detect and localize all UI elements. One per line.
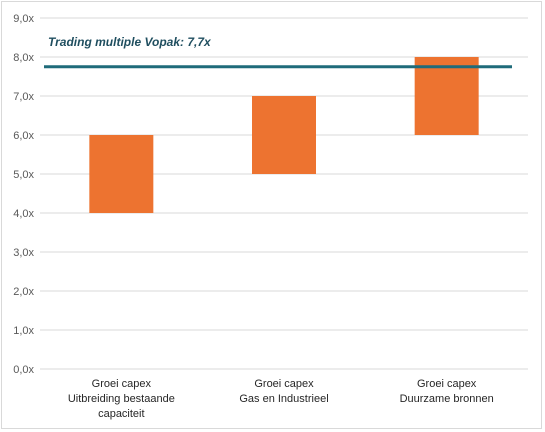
y-tick-label: 8,0x bbox=[13, 52, 34, 64]
y-tick-label: 7,0x bbox=[13, 91, 34, 103]
x-category-label: Groei capex bbox=[254, 378, 314, 390]
y-tick-label: 6,0x bbox=[13, 130, 34, 142]
range-bar bbox=[252, 96, 316, 174]
reference-line-group: Trading multiple Vopak: 7,7x bbox=[44, 35, 512, 69]
y-tick-label: 3,0x bbox=[13, 247, 34, 259]
y-tick-label: 9,0x bbox=[13, 13, 34, 25]
y-axis-ticks: 0,0x 1,0x 2,0x 3,0x 4,0x 5,0x 6,0x 7,0x 8,0x 9,0x bbox=[13, 13, 34, 376]
range-bar bbox=[89, 135, 154, 213]
bars bbox=[89, 57, 479, 213]
y-tick-label: 1,0x bbox=[13, 325, 34, 337]
y-tick-label: 0,0x bbox=[13, 364, 34, 376]
y-tick-label: 2,0x bbox=[13, 286, 34, 298]
range-bar bbox=[414, 57, 479, 135]
y-tick-label: 4,0x bbox=[13, 208, 34, 220]
reference-line-label: Trading multiple Vopak: 7,7x bbox=[48, 35, 212, 49]
y-tick-label: 5,0x bbox=[13, 169, 34, 181]
x-category-label: Uitbreiding bestaande bbox=[68, 393, 175, 405]
x-category-label: Groei capex bbox=[92, 378, 152, 390]
x-category-label: capaciteit bbox=[98, 408, 144, 420]
x-axis-labels: Groei capex Uitbreiding bestaande capacite… bbox=[68, 378, 494, 420]
x-category-label: Duurzame bronnen bbox=[400, 393, 494, 405]
x-category-label: Gas en Industrieel bbox=[239, 393, 328, 405]
x-category-label: Groei capex bbox=[417, 378, 477, 390]
